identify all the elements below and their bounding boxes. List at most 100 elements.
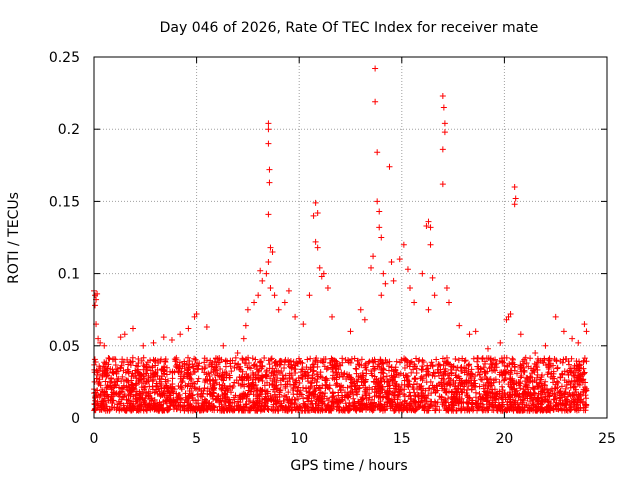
data-point <box>392 389 399 396</box>
data-point <box>275 306 282 313</box>
data-point <box>237 396 244 403</box>
data-point <box>553 357 560 364</box>
data-point <box>458 406 465 413</box>
data-point <box>200 390 207 397</box>
data-point <box>354 405 361 412</box>
data-point <box>266 166 273 173</box>
data-point <box>407 285 414 292</box>
data-point <box>390 385 397 392</box>
data-point <box>423 222 430 229</box>
data-point <box>517 331 524 338</box>
data-point <box>395 386 402 393</box>
data-point <box>396 390 403 397</box>
data-point <box>338 382 345 389</box>
data-point <box>384 383 391 390</box>
data-point <box>316 264 323 271</box>
data-point <box>512 195 519 202</box>
data-point <box>267 244 274 251</box>
data-point <box>123 407 130 414</box>
x-axis-label: GPS time / hours <box>290 458 407 474</box>
data-point <box>552 313 559 320</box>
data-point <box>354 357 361 364</box>
data-point <box>404 376 411 383</box>
data-point <box>431 292 438 299</box>
data-point <box>211 358 218 365</box>
data-point <box>465 383 472 390</box>
data-point <box>251 299 258 306</box>
data-point <box>347 328 354 335</box>
data-point <box>189 361 196 368</box>
data-point <box>434 366 441 373</box>
data-point <box>381 389 388 396</box>
data-point <box>406 381 413 388</box>
data-point <box>303 364 310 371</box>
data-point <box>210 377 217 384</box>
data-point <box>226 374 233 381</box>
data-point <box>186 357 193 364</box>
data-point <box>154 366 161 373</box>
data-point <box>154 403 161 410</box>
data-point <box>101 371 108 378</box>
data-point <box>203 371 210 378</box>
data-point <box>138 357 145 364</box>
data-point <box>329 313 336 320</box>
data-point <box>379 394 386 401</box>
data-point <box>552 402 559 409</box>
data-point <box>547 387 554 394</box>
data-point <box>265 120 272 127</box>
data-point <box>225 399 232 406</box>
data-point <box>463 365 470 372</box>
data-point <box>127 392 134 399</box>
data-point <box>374 198 381 205</box>
data-point <box>479 355 486 362</box>
data-point <box>180 403 187 410</box>
data-point <box>181 399 188 406</box>
data-point <box>486 365 493 372</box>
data-point <box>443 354 450 361</box>
data-point <box>322 390 329 397</box>
data-point <box>423 395 430 402</box>
data-point <box>262 373 269 380</box>
data-point <box>541 355 548 362</box>
data-point <box>162 376 169 383</box>
data-point <box>139 394 146 401</box>
data-point <box>105 355 112 362</box>
data-point <box>109 400 116 407</box>
data-point <box>164 406 171 413</box>
data-point <box>359 370 366 377</box>
data-point <box>342 407 349 414</box>
data-point <box>498 391 505 398</box>
data-point <box>279 407 286 414</box>
data-point <box>112 356 119 363</box>
data-point <box>142 370 149 377</box>
data-point <box>284 405 291 412</box>
data-point <box>295 374 302 381</box>
data-point <box>562 402 569 409</box>
data-point <box>545 356 552 363</box>
data-point <box>194 378 201 385</box>
data-point <box>580 359 587 366</box>
data-point <box>407 396 414 403</box>
data-point <box>550 370 557 377</box>
x-tick-label: 15 <box>393 431 411 447</box>
data-point <box>124 356 131 363</box>
data-point <box>396 256 403 263</box>
data-point <box>445 406 452 413</box>
data-point <box>550 379 557 386</box>
data-point <box>170 397 177 404</box>
data-point <box>330 389 337 396</box>
data-point <box>371 400 378 407</box>
data-point <box>314 209 321 216</box>
data-point <box>252 376 259 383</box>
data-point <box>290 385 297 392</box>
data-point <box>108 376 115 383</box>
data-point <box>190 404 197 411</box>
data-point <box>479 355 486 362</box>
data-point <box>150 339 157 346</box>
data-point <box>217 365 224 372</box>
data-point <box>377 356 384 363</box>
data-point <box>294 360 301 367</box>
data-point <box>291 362 298 369</box>
data-point <box>263 270 270 277</box>
data-point <box>149 378 156 385</box>
